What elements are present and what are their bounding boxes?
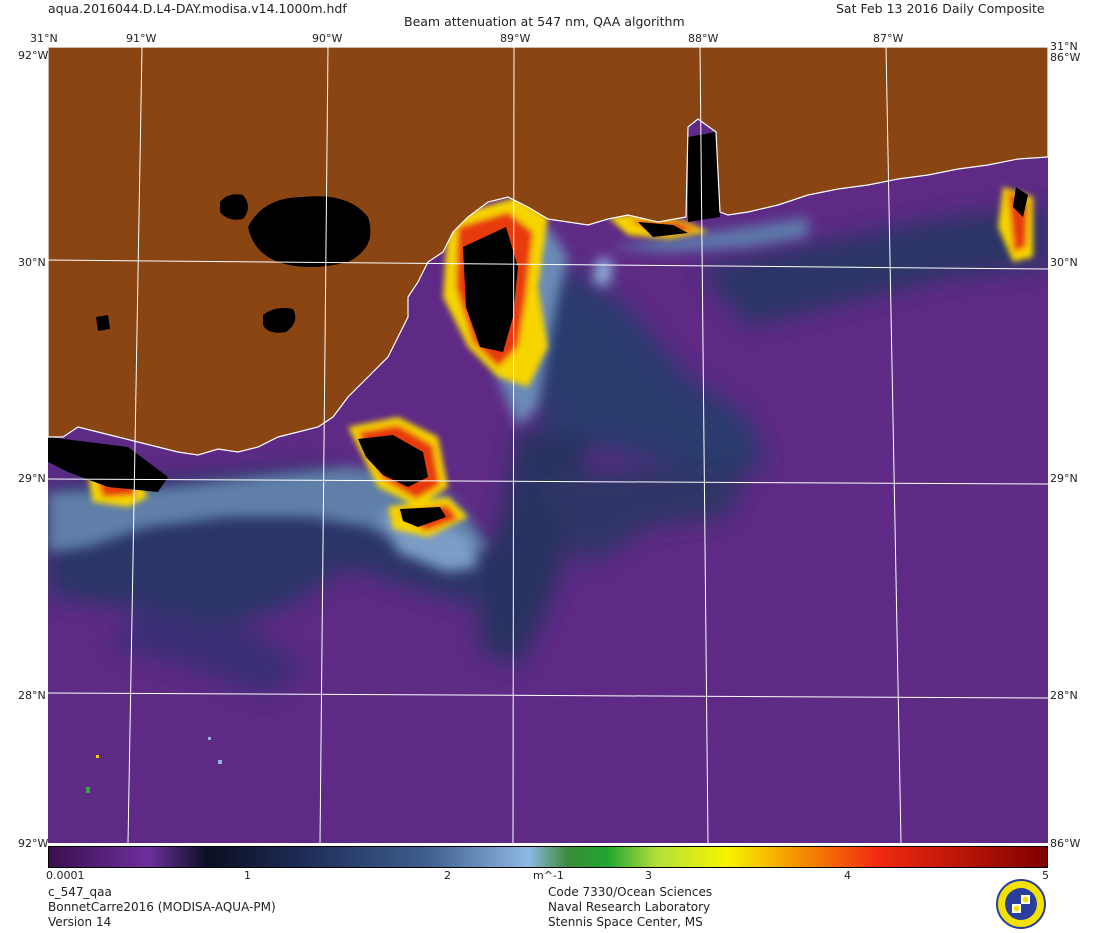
lon-label-89w: 89°W bbox=[500, 32, 531, 45]
colorbar-unit-label: m^-1 bbox=[533, 869, 564, 882]
lon-label-91w: 91°W bbox=[126, 32, 157, 45]
colorbar-tick-4: 4 bbox=[844, 869, 851, 882]
product-name: c_547_qaa bbox=[48, 885, 112, 899]
colorbar-tick-3: 3 bbox=[645, 869, 652, 882]
map-canvas bbox=[48, 47, 1048, 843]
graticule bbox=[48, 47, 1048, 843]
lat-label-right-28n: 28°N bbox=[1050, 689, 1078, 702]
gridline-lat-30n bbox=[48, 259, 1048, 270]
gridline-lat-28n bbox=[48, 692, 1048, 699]
org-location: Stennis Space Center, MS bbox=[548, 915, 703, 929]
lon-label-90w: 90°W bbox=[312, 32, 343, 45]
gridline-lon-91w bbox=[127, 47, 143, 843]
dataset-name: BonnetCarre2016 (MODISA-AQUA-PM) bbox=[48, 900, 276, 914]
colorbar-tick-min: 0.0001 bbox=[46, 869, 85, 882]
colorbar bbox=[48, 846, 1048, 868]
filename-label: aqua.2016044.D.L4-DAY.modisa.v14.1000m.h… bbox=[48, 1, 347, 16]
gridline-lon-89w bbox=[512, 47, 515, 843]
lat-label-right-29n: 29°N bbox=[1050, 472, 1078, 485]
inland-lakes bbox=[96, 137, 716, 333]
gridline-lat-29n bbox=[48, 478, 1048, 485]
lat-label-left-28n: 28°N bbox=[18, 689, 46, 702]
land-mass bbox=[48, 47, 1048, 456]
colorbar-tick-5: 5 bbox=[1042, 869, 1049, 882]
corner-lat-top-right: 31°N bbox=[1050, 40, 1078, 53]
lat-label-left-29n: 29°N bbox=[18, 472, 46, 485]
lat-label-left-30n: 30°N bbox=[18, 256, 46, 269]
satellite-map bbox=[48, 47, 1048, 843]
gridline-lon-87w bbox=[885, 47, 902, 843]
colorbar-tick-1: 1 bbox=[244, 869, 251, 882]
scattered-pixels bbox=[86, 737, 222, 793]
map-title: Beam attenuation at 547 nm, QAA algorith… bbox=[404, 14, 685, 29]
lon-label-88w: 88°W bbox=[688, 32, 719, 45]
corner-lon-left-bottom: 92°W bbox=[18, 837, 49, 850]
org-code: Code 7330/Ocean Sciences bbox=[548, 885, 713, 899]
gridline-lon-90w bbox=[319, 47, 329, 843]
version-label: Version 14 bbox=[48, 915, 112, 929]
gridline-lon-88w bbox=[699, 47, 709, 843]
lon-label-87w: 87°W bbox=[873, 32, 904, 45]
lat-label-right-30n: 30°N bbox=[1050, 256, 1078, 269]
nrl-seal-icon bbox=[996, 879, 1046, 929]
corner-lon-right-bottom: 86°W bbox=[1050, 837, 1081, 850]
corner-lon-left-top: 92°W bbox=[18, 49, 49, 62]
corner-lat-top-left: 31°N bbox=[30, 32, 58, 45]
colorbar-gradient bbox=[49, 847, 1047, 867]
composite-date: Sat Feb 13 2016 Daily Composite bbox=[836, 1, 1045, 16]
colorbar-tick-2: 2 bbox=[444, 869, 451, 882]
corner-lon-right-top: 86°W bbox=[1050, 51, 1081, 64]
org-name: Naval Research Laboratory bbox=[548, 900, 711, 914]
